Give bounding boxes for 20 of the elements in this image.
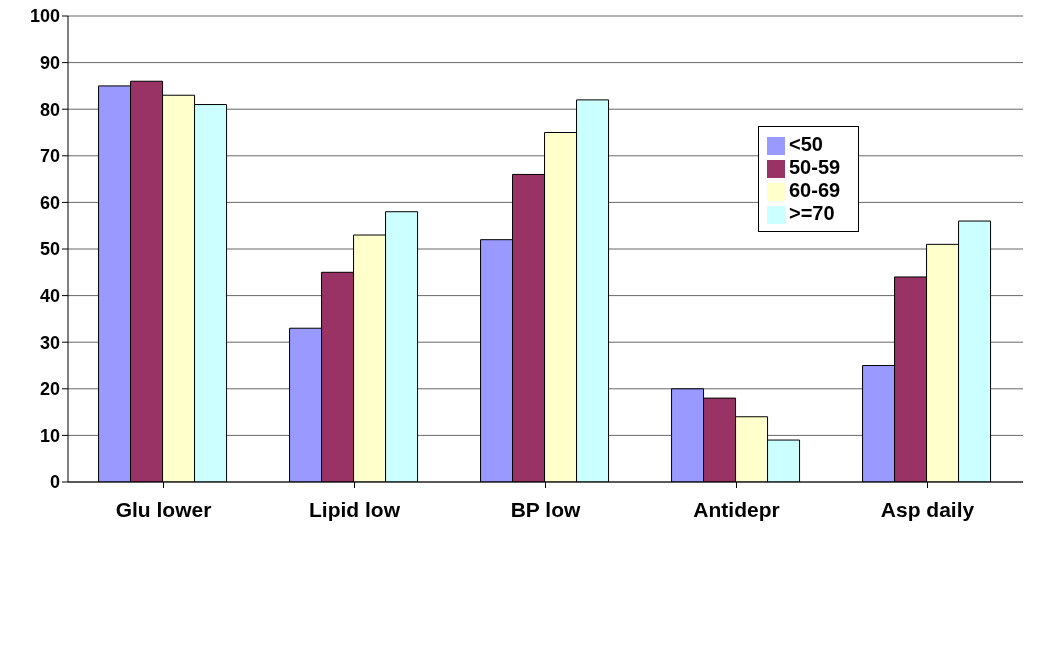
y-tick-label: 90 — [39, 52, 60, 73]
legend-label: 50-59 — [789, 156, 841, 178]
x-tick-label: Antidepr — [693, 497, 780, 521]
x-tick-label: Glu lower — [115, 497, 212, 521]
y-tick-label: 0 — [49, 472, 60, 493]
y-tick-label: 40 — [39, 285, 60, 306]
y-tick-label: 100 — [29, 6, 60, 27]
y-tick-label: 10 — [39, 425, 60, 446]
y-tick-label: 50 — [39, 239, 60, 260]
x-tick-label: Lipid low — [309, 497, 401, 521]
y-tick-label: 30 — [39, 332, 60, 353]
y-tick-label: 20 — [39, 379, 60, 400]
legend-label: <50 — [789, 133, 823, 155]
legend-label: 60-69 — [789, 179, 841, 201]
x-tick-label: Asp daily — [880, 497, 975, 521]
x-tick-label: BP low — [510, 497, 581, 521]
y-tick-label: 70 — [39, 146, 60, 167]
legend-label: >=70 — [789, 202, 835, 224]
y-tick-label: 60 — [39, 192, 60, 213]
y-tick-label: 80 — [39, 99, 60, 120]
